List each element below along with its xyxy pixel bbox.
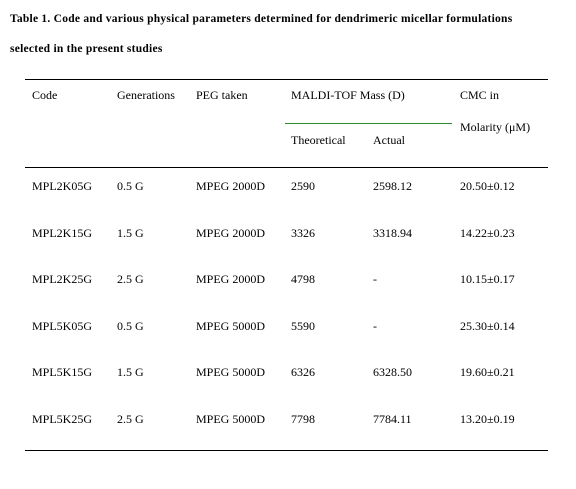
bottom-rule <box>25 450 548 451</box>
top-rule <box>25 79 548 80</box>
cell: MPEG 5000D <box>196 318 266 333</box>
cell: 19.60±0.21 <box>460 365 515 379</box>
cell: 7784.11 <box>373 411 412 426</box>
cell: MPEG 5000D <box>196 365 266 379</box>
header-rule <box>25 167 548 168</box>
cell: MPL2K15G <box>32 225 93 240</box>
cell: 7798 <box>291 411 315 426</box>
cell: 1.5 G <box>117 225 144 240</box>
cell: 3318.94 <box>373 225 412 240</box>
cell: MPEG 2000D <box>196 179 266 193</box>
cell: 20.50±0.12 <box>460 179 515 193</box>
cell: 1.5 G <box>117 365 144 379</box>
cell: 2.5 G <box>117 411 144 426</box>
table-title: selected in the present studies <box>10 43 163 55</box>
subheader: Actual <box>373 133 405 147</box>
cell: MPL2K05G <box>32 179 93 193</box>
cell: 14.22±0.23 <box>460 225 515 240</box>
cell: 6328.50 <box>373 365 412 379</box>
cell: 2598.12 <box>373 179 412 193</box>
cell: 10.15±0.17 <box>460 272 515 286</box>
cell: MPEG 2000D <box>196 225 266 240</box>
cell: 2590 <box>291 179 315 193</box>
header: PEG taken <box>196 88 248 102</box>
header: CMC in <box>460 88 500 102</box>
cell: MPL5K15G <box>32 365 93 379</box>
cell: 6326 <box>291 365 315 379</box>
cell: - <box>373 272 377 286</box>
subheader: Theoretical <box>291 133 346 147</box>
header: Molarity (μM) <box>460 120 531 134</box>
cell: 0.5 G <box>117 318 144 333</box>
group-rule <box>285 123 452 124</box>
header: MALDI-TOF Mass (D) <box>291 88 405 102</box>
cell: MPL2K25G <box>32 272 93 286</box>
cell: 25.30±0.14 <box>460 318 515 333</box>
cell: 5590 <box>291 318 315 333</box>
cell: 13.20±0.19 <box>460 411 515 426</box>
cell: 4798 <box>291 272 315 286</box>
cell: MPEG 2000D <box>196 272 266 286</box>
cell: 3326 <box>291 225 315 240</box>
cell: 2.5 G <box>117 272 144 286</box>
table-title: Table 1. Code and various physical param… <box>10 13 513 25</box>
cell: MPL5K25G <box>32 411 93 426</box>
header: Generations <box>117 88 175 102</box>
cell: MPEG 5000D <box>196 411 266 426</box>
cell: - <box>373 318 377 333</box>
header: Code <box>32 88 58 102</box>
cell: MPL5K05G <box>32 318 93 333</box>
cell: 0.5 G <box>117 179 144 193</box>
